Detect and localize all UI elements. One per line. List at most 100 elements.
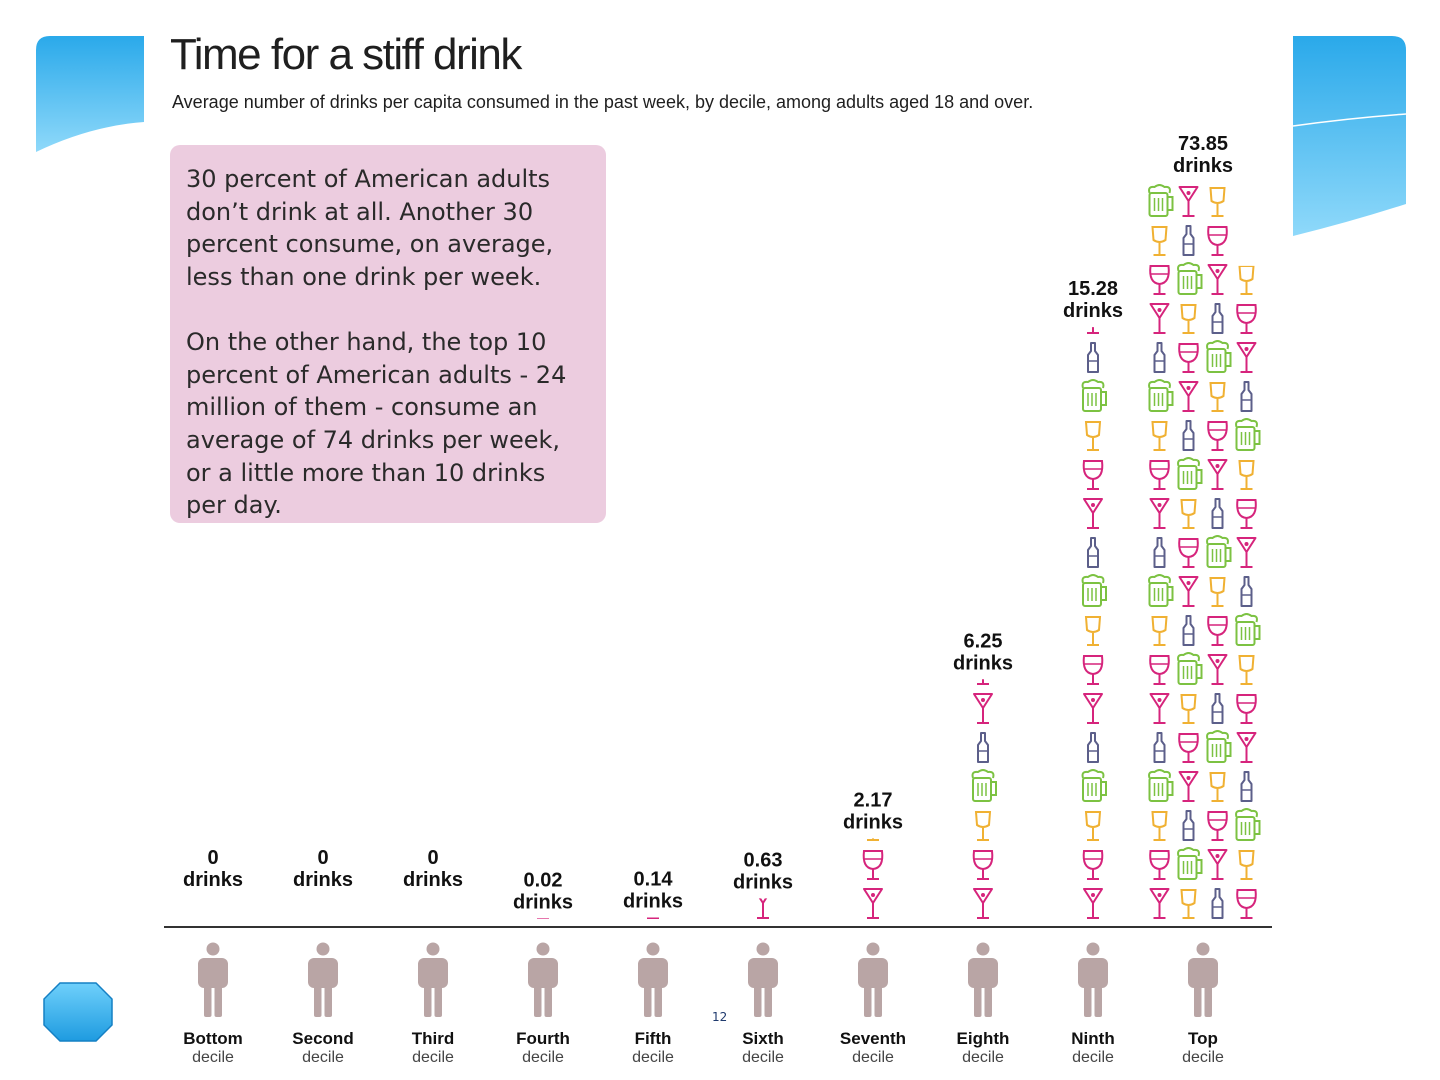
wine-icon [1207,226,1228,256]
page-number: 12 [712,1010,728,1024]
martini-icon [1178,186,1199,217]
martini-icon [1083,888,1103,919]
value-label-unit: drinks [843,811,903,833]
category-sublabel: decile [412,1049,454,1066]
value-label-unit: drinks [183,869,243,891]
shot-icon [1238,850,1255,880]
beer-icon [1148,574,1174,607]
martini-icon [1083,498,1103,529]
shot-icon [1180,694,1197,724]
shot-icon [1180,304,1197,334]
bottle-icon [1182,615,1195,646]
beer-icon [1148,184,1174,217]
wine-icon [1207,616,1228,646]
value-label-unit: drinks [1063,300,1123,322]
octagon-button-icon[interactable] [40,980,116,1046]
shot-icon [1209,187,1226,217]
bottle-icon [1211,693,1224,724]
person-icon [1078,942,1108,1017]
category-sublabel: decile [632,1049,674,1066]
beer-icon [1206,340,1232,373]
shot-icon [974,811,992,841]
martini-icon [757,898,769,919]
shot-icon [1209,772,1226,802]
martini-icon [1236,537,1257,568]
wine-icon [1207,811,1228,841]
value-label-number: 0 [317,847,328,869]
wine-icon [972,850,994,880]
shot-icon [1084,616,1102,646]
martini-icon [1207,654,1228,685]
value-label-unit: drinks [513,891,573,913]
martini-icon [973,888,993,919]
beer-icon [1081,379,1107,412]
bottle-icon [1211,498,1224,529]
category-sublabel: decile [962,1049,1004,1066]
shot-icon [1084,421,1102,451]
martini-icon [863,888,883,919]
beer-icon [971,769,997,802]
shot-icon [1151,811,1168,841]
value-label-number: 0 [427,847,438,869]
martini-icon [973,693,993,724]
bottle-icon [1153,342,1166,373]
wine-icon [862,850,884,880]
beer-icon [1206,535,1232,568]
martini-icon [1178,576,1199,607]
value-label-unit: drinks [733,871,793,893]
beer-icon [1081,769,1107,802]
martini-icon [1207,459,1228,490]
shot-icon [1238,265,1255,295]
shot-icon [1238,655,1255,685]
beer-icon [1177,652,1203,685]
beer-icon [1177,457,1203,490]
category-label: Fifth [635,1029,672,1048]
bottle-icon [1182,225,1195,256]
value-label-unit: drinks [623,891,683,913]
person-icon [308,942,338,1017]
wine-icon [1082,460,1104,490]
category-sublabel: decile [742,1049,784,1066]
person-icon [418,942,448,1017]
martini-icon [1207,849,1228,880]
shot-icon [1238,460,1255,490]
category-label: Bottom [183,1029,242,1048]
bottle-icon [1211,888,1224,919]
shot-icon [1151,226,1168,256]
value-label-number: 0.14 [634,869,674,891]
bottle-icon [1240,771,1253,802]
wine-icon [1207,421,1228,451]
shot-icon [1084,811,1102,841]
martini-icon [1207,264,1228,295]
person-icon [858,942,888,1017]
person-icon [968,942,998,1017]
wine-icon [1178,733,1199,763]
value-label-number: 0 [207,847,218,869]
wine-icon [1149,850,1170,880]
slide-corner-top-right [1292,36,1407,236]
beer-icon [1206,730,1232,763]
martini-icon [647,917,659,919]
beer-icon [1081,574,1107,607]
note-paragraph-2: On the other hand, the top 10 percent of… [186,327,567,520]
beer-icon [1148,769,1174,802]
wine-icon [977,679,989,685]
value-label-number: 2.17 [854,789,893,811]
person-icon [1188,942,1218,1017]
martini-icon [1149,693,1170,724]
value-label-unit: drinks [1173,155,1233,177]
wine-icon [1236,304,1257,334]
beer-icon [1235,808,1261,841]
value-label-unit: drinks [293,869,353,891]
bottle-icon [1211,303,1224,334]
bottle-icon [1240,576,1253,607]
value-label-number: 0.02 [524,869,563,891]
shot-icon [1209,382,1226,412]
bottle-icon [1153,537,1166,568]
shot-icon [1151,616,1168,646]
martini-icon [1236,342,1257,373]
category-label: Ninth [1071,1029,1114,1048]
wine-icon [1149,460,1170,490]
shot-icon [1180,889,1197,919]
bottle-icon [1182,810,1195,841]
